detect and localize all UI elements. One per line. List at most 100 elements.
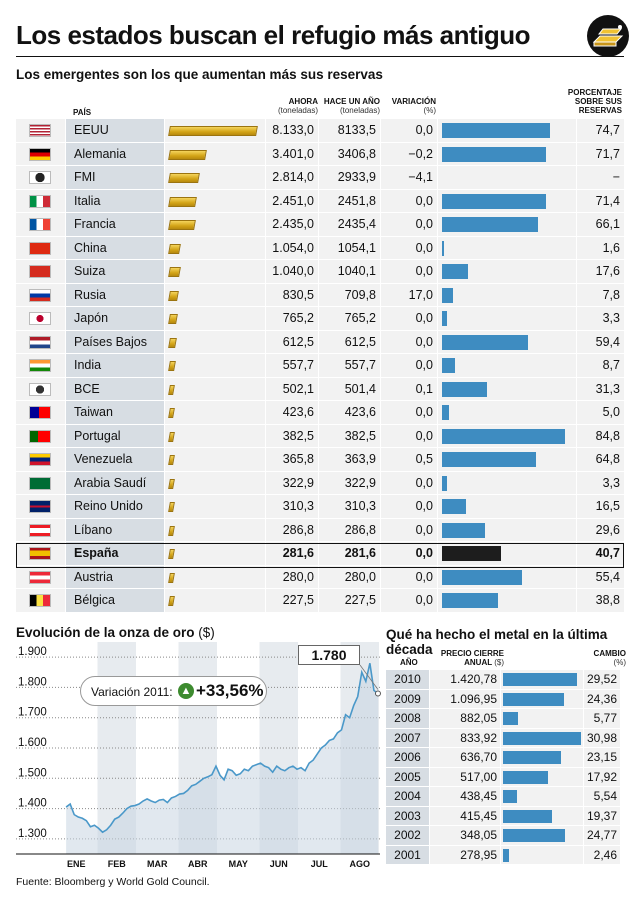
flag-cell	[16, 330, 65, 353]
gold-bar-cell	[165, 354, 265, 377]
change-cell: 29,52	[584, 670, 620, 689]
variation-value: −4,1	[381, 166, 437, 189]
pct-value: 59,4	[577, 330, 624, 353]
gold-bar	[168, 596, 175, 606]
table-row: FMI 2.814,0 2933,9 −4,1 −	[16, 166, 624, 190]
source-note: Fuente: Bloomberg y World Gold Council.	[16, 876, 210, 888]
gold-bar-cell	[165, 495, 265, 518]
price-cell: 1.420,78	[430, 670, 500, 689]
header-country: PAÍS	[73, 108, 92, 117]
variation-value: 0,0	[381, 330, 437, 353]
y-tick-label: 1.400	[18, 798, 47, 810]
now-value: 310,3	[266, 495, 318, 518]
ecb-flag-icon	[29, 382, 51, 396]
change-bar-cell	[501, 787, 583, 806]
pct-bar-cell	[438, 495, 576, 518]
country-name: Alemania	[66, 142, 164, 165]
decade-header-change: CAMBIO (%)	[593, 649, 626, 667]
y-tick-label: 1.500	[18, 767, 47, 779]
country-name: Rusia	[66, 283, 164, 306]
prev-value: 227,5	[319, 589, 380, 612]
prev-value: 2933,9	[319, 166, 380, 189]
change-bar-cell	[501, 806, 583, 825]
page-title: Los estados buscan el refugio más antigu…	[16, 20, 531, 50]
pct-value: 31,3	[577, 377, 624, 400]
table-row: Bélgica 227,5 227,5 0,0 38,8	[16, 589, 624, 613]
gold-bar	[168, 314, 179, 324]
gold-bar	[168, 572, 175, 583]
gold-bar	[168, 478, 175, 489]
line-chart-title: Evolución de la onza de oro ($)	[16, 625, 215, 640]
table-row: China 1.054,0 1054,1 0,0 1,6	[16, 236, 624, 261]
now-value: 765,2	[266, 307, 318, 330]
y-tick-label: 1.300	[18, 828, 47, 840]
x-tick-label: JUL	[311, 859, 329, 869]
pct-bar	[442, 123, 551, 138]
flag-cell	[16, 495, 65, 518]
pct-bar-cell	[438, 354, 576, 377]
now-value: 281,6	[266, 542, 318, 565]
table-row: Japón 765,2 765,2 0,0 3,3	[16, 307, 624, 331]
title-rule	[16, 56, 624, 57]
pct-bar-cell	[438, 142, 576, 165]
pct-value: 74,7	[577, 119, 624, 142]
year-cell: 2008	[386, 709, 429, 728]
pct-value: 17,6	[577, 260, 624, 283]
flag-cell	[16, 471, 65, 494]
gold-bar	[168, 149, 207, 160]
variation-value: 0,1	[381, 377, 437, 400]
gold-bar-cell	[165, 283, 265, 306]
price-cell: 636,70	[430, 748, 500, 767]
table-row: Portugal 382,5 382,5 0,0 84,8	[16, 424, 624, 449]
gold-bar	[168, 243, 182, 254]
flag-cell	[16, 236, 65, 259]
pct-bar-cell	[438, 236, 576, 259]
prev-value: 709,8	[319, 283, 380, 306]
change-bar	[503, 809, 552, 823]
price-area	[66, 663, 378, 854]
pct-value: 84,8	[577, 424, 624, 447]
year-cell: 2005	[386, 767, 429, 786]
table-row: Reino Unido 310,3 310,3 0,0 16,5	[16, 495, 624, 519]
gold-bar-cell	[165, 471, 265, 494]
callout-leader	[359, 664, 379, 690]
change-bar-cell	[501, 826, 583, 845]
x-tick-label: MAY	[229, 859, 248, 869]
pct-bar-cell	[438, 189, 576, 212]
price-cell: 278,95	[430, 845, 500, 864]
now-value: 612,5	[266, 330, 318, 353]
pct-bar-cell	[438, 283, 576, 306]
variation-value: 0,0	[381, 542, 437, 565]
country-name: India	[66, 354, 164, 377]
table-row: Austria 280,0 280,0 0,0 55,4	[16, 565, 624, 590]
decade-header-year: AÑO	[400, 658, 418, 667]
change-bar-cell	[501, 728, 583, 747]
decade-row: 2007 833,92 30,98	[386, 728, 626, 749]
last-price-callout: 1.780	[298, 645, 360, 665]
gold-price-line-chart: 1.900 1.800 1.700 1.600 1.500 1.400 1.300 ENE FE…	[16, 642, 381, 869]
change-bar-cell	[501, 670, 583, 689]
flag-cell	[16, 542, 65, 565]
pct-bar-cell	[438, 166, 576, 189]
decade-row: 2002 348,05 24,77	[386, 826, 626, 846]
gold-bar-cell	[165, 189, 265, 212]
variation-value: 0,0	[381, 307, 437, 330]
now-value: 2.814,0	[266, 166, 318, 189]
change-cell: 2,46	[584, 845, 620, 864]
country-name: Suiza	[66, 260, 164, 283]
pct-value: 71,7	[577, 142, 624, 165]
year-cell: 2004	[386, 787, 429, 806]
italy-flag-icon	[29, 194, 51, 208]
prev-value: 322,9	[319, 471, 380, 494]
variation-value: 0,5	[381, 448, 437, 471]
variation-value: 0,0	[381, 189, 437, 212]
flag-cell	[16, 565, 65, 588]
gold-bar-cell	[165, 213, 265, 236]
now-value: 1.054,0	[266, 236, 318, 259]
table-row: EEUU 8.133,0 8133,5 0,0 74,7	[16, 119, 624, 143]
pct-value: 5,0	[577, 401, 624, 424]
pct-bar-cell	[438, 448, 576, 471]
gold-bar-cell	[165, 142, 265, 165]
table-row: España 281,6 281,6 0,0 40,7	[16, 542, 624, 566]
change-bar	[503, 692, 565, 706]
